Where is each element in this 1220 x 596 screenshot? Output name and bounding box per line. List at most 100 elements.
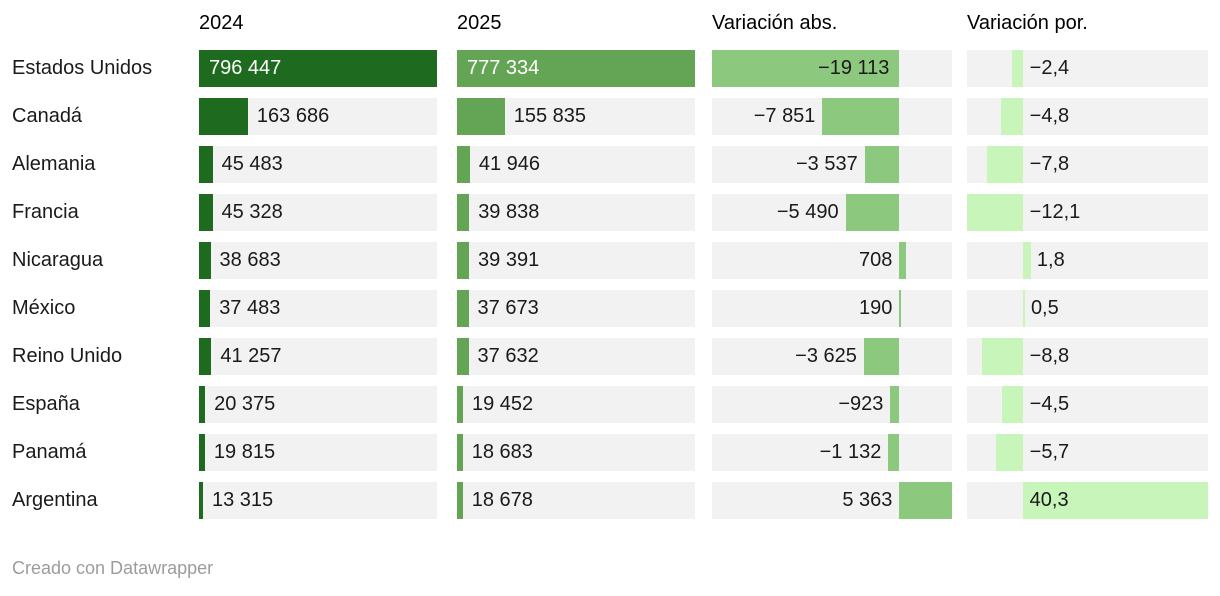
bar-cell-variacion-por: 40,3	[967, 482, 1208, 519]
bar-2024	[199, 242, 211, 279]
bar-2025	[457, 242, 470, 279]
column-header-variacion-por: Variación por.	[967, 12, 1088, 34]
bar-cell-2025: 155 835	[457, 98, 695, 135]
bar-cell-2025: 37 673	[457, 290, 695, 327]
value-variacion-abs: −7 851	[753, 105, 816, 127]
bar-cell-2025: 39 838	[457, 194, 695, 231]
bar-2024	[199, 434, 205, 471]
bar-cell-2024: 37 483	[199, 290, 437, 327]
value-variacion-por: −7,8	[1029, 153, 1070, 175]
table-row: Francia 45 328 39 838 −5 490 −12,1	[0, 194, 1220, 231]
bar-2025	[457, 482, 463, 519]
table-row: Canadá 163 686 155 835 −7 851 −4,8	[0, 98, 1220, 135]
bar-variacion-abs	[822, 98, 900, 135]
bar-cell-variacion-por: 1,8	[967, 242, 1208, 279]
value-variacion-abs: 190	[859, 297, 893, 319]
bar-variacion-abs	[863, 338, 900, 375]
bar-cell-variacion-abs: 190	[712, 290, 952, 327]
bar-cell-2024: 20 375	[199, 386, 437, 423]
bar-2024	[199, 50, 437, 87]
bar-cell-2025: 19 452	[457, 386, 695, 423]
table-row: Panamá 19 815 18 683 −1 132 −5,7	[0, 434, 1220, 471]
bar-variacion-por	[1022, 242, 1031, 279]
bar-2025	[457, 98, 505, 135]
bar-cell-variacion-abs: −7 851	[712, 98, 952, 135]
bar-variacion-abs	[899, 482, 952, 519]
value-variacion-abs: −5 490	[776, 201, 839, 223]
bar-2025	[457, 338, 469, 375]
bar-variacion-por	[1022, 290, 1025, 327]
bar-2025	[457, 290, 469, 327]
country-label: Reino Unido	[12, 345, 123, 367]
value-variacion-abs: 5 363	[842, 489, 893, 511]
bar-cell-variacion-por: 0,5	[967, 290, 1208, 327]
bar-cell-2024: 796 447	[199, 50, 437, 87]
table-row: México 37 483 37 673 190 0,5	[0, 290, 1220, 327]
bar-2024	[199, 98, 248, 135]
bar-variacion-abs	[899, 290, 902, 327]
value-2024: 38 683	[219, 249, 281, 271]
value-2024: 20 375	[214, 393, 276, 415]
value-variacion-por: 1,8	[1036, 249, 1065, 271]
bar-cell-2024: 41 257	[199, 338, 437, 375]
bar-cell-2025: 37 632	[457, 338, 695, 375]
value-variacion-por: 0,5	[1030, 297, 1059, 319]
value-2024: 19 815	[213, 441, 276, 463]
bar-cell-variacion-por: −2,4	[967, 50, 1208, 87]
value-2025: 37 632	[477, 345, 539, 367]
bar-cell-variacion-por: −5,7	[967, 434, 1208, 471]
bar-2024	[199, 386, 206, 423]
table-rows: Estados Unidos 796 447 777 334 −19 113 −…	[0, 50, 1220, 519]
bar-variacion-abs	[712, 50, 900, 87]
value-variacion-por: 40,3	[1029, 489, 1069, 511]
country-label: México	[12, 297, 76, 319]
bar-cell-2025: 18 678	[457, 482, 695, 519]
column-header-variacion-abs: Variación abs.	[712, 12, 838, 34]
bar-cell-2024: 13 315	[199, 482, 437, 519]
bar-variacion-por	[1022, 482, 1208, 519]
bar-cell-variacion-por: −4,8	[967, 98, 1208, 135]
country-label: Canadá	[12, 105, 83, 127]
bar-2025	[457, 434, 463, 471]
value-2025: 19 452	[471, 393, 534, 415]
bar-cell-2025: 41 946	[457, 146, 695, 183]
column-headers: 2024 2025 Variación abs. Variación por.	[0, 0, 1220, 50]
bar-cell-variacion-por: −12,1	[967, 194, 1208, 231]
bar-cell-2025: 39 391	[457, 242, 695, 279]
bar-variacion-abs	[899, 242, 907, 279]
column-header-2025: 2025	[457, 12, 502, 34]
value-2025: 18 683	[471, 441, 533, 463]
bar-variacion-abs	[888, 434, 900, 471]
value-variacion-por: −4,8	[1029, 105, 1070, 127]
value-variacion-abs: −923	[838, 393, 884, 415]
bar-2025	[457, 146, 470, 183]
value-2025: 155 835	[513, 105, 586, 127]
country-label: Francia	[12, 201, 79, 223]
bar-2025	[457, 386, 463, 423]
bar-variacion-abs	[864, 146, 900, 183]
bar-variacion-por	[982, 338, 1023, 375]
bar-variacion-por	[986, 146, 1023, 183]
value-variacion-por: −2,4	[1029, 57, 1070, 79]
value-2025: 39 838	[478, 201, 540, 223]
bar-cell-2025: 777 334	[457, 50, 695, 87]
bar-variacion-por	[996, 434, 1023, 471]
value-2024: 163 686	[256, 105, 330, 127]
bar-cell-2024: 38 683	[199, 242, 437, 279]
table-row: Alemania 45 483 41 946 −3 537 −7,8	[0, 146, 1220, 183]
bar-2025	[457, 50, 695, 87]
table-row: España 20 375 19 452 −923 −4,5	[0, 386, 1220, 423]
bar-cell-2024: 163 686	[199, 98, 437, 135]
value-variacion-por: −12,1	[1029, 201, 1081, 223]
bar-cell-variacion-por: −7,8	[967, 146, 1208, 183]
bar-cell-2024: 45 328	[199, 194, 437, 231]
value-2025: 41 946	[478, 153, 540, 175]
bar-variacion-por	[1001, 386, 1023, 423]
bar-cell-variacion-abs: −19 113	[712, 50, 952, 87]
table-row: Reino Unido 41 257 37 632 −3 625 −8,8	[0, 338, 1220, 375]
bar-cell-variacion-abs: 708	[712, 242, 952, 279]
value-variacion-abs: −1 132	[819, 441, 882, 463]
value-variacion-abs: −3 625	[795, 345, 857, 367]
bar-cell-variacion-abs: −923	[712, 386, 952, 423]
value-variacion-por: −4,5	[1029, 393, 1070, 415]
